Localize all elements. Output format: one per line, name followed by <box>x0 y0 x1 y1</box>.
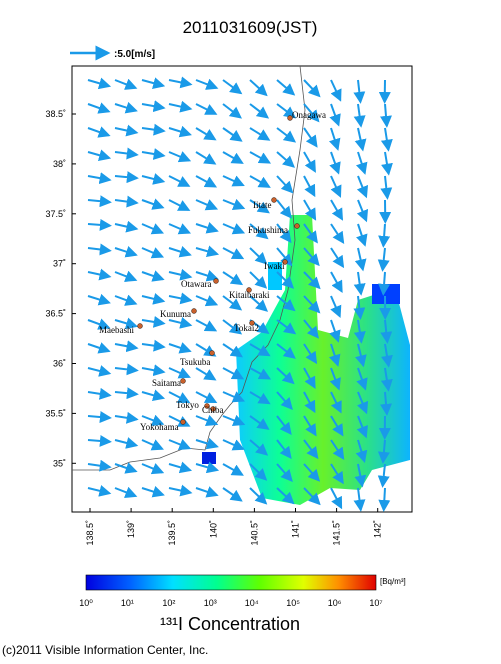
colorbar-label: 10⁰ <box>79 598 93 608</box>
lat-tick-label: 37˚ <box>53 259 66 269</box>
colorbar-label: 10³ <box>204 598 217 608</box>
wind-scale-label: :5.0[m/s] <box>114 49 155 60</box>
lon-tick-label: 140˚ <box>208 520 218 538</box>
place-label: Iwaki <box>264 261 285 271</box>
colorbar-label: 10⁵ <box>286 598 300 608</box>
colorbar-title: ¹³¹I Concentration <box>160 614 300 634</box>
lon-tick-label: 139˚ <box>126 520 136 538</box>
place-marker <box>272 198 277 203</box>
lon-tick-label: 141.5˚ <box>332 520 342 546</box>
lat-tick-label: 35˚ <box>53 458 66 468</box>
place-marker <box>210 351 215 356</box>
colorbar-label: 10⁷ <box>369 598 382 608</box>
lon-tick-label: 139.5˚ <box>167 520 177 546</box>
place-label: Otawara <box>181 279 211 289</box>
place-label: Iitate <box>253 200 272 210</box>
place-label: Saitama <box>152 378 181 388</box>
lat-tick-label: 36˚ <box>53 359 66 369</box>
colorbar-label: 10² <box>162 598 175 608</box>
lon-tick-label: 141˚ <box>291 520 301 538</box>
title: 2011031609(JST) <box>183 18 318 37</box>
place-label: Fukushima <box>248 225 288 235</box>
place-marker <box>138 324 143 329</box>
place-label: Tsukuba <box>180 357 210 367</box>
lon-tick-label: 140.5˚ <box>249 520 259 546</box>
place-label: Kitaibaraki <box>229 290 270 300</box>
wind-arrow <box>384 488 385 510</box>
place-marker <box>192 309 197 314</box>
colorbar-unit: [Bq/m³] <box>380 577 406 586</box>
colorbar <box>86 575 376 590</box>
colorbar-label: 10⁴ <box>245 598 259 608</box>
place-marker <box>295 224 300 229</box>
place-label: Tokyo <box>176 400 199 410</box>
colorbar-label: 10¹ <box>121 598 134 608</box>
place-label: Tokai2 <box>234 323 259 333</box>
lat-tick-label: 36.5˚ <box>45 309 66 319</box>
colorbar-label: 10⁶ <box>328 598 342 608</box>
footer: (c)2011 Visible Information Center, Inc. <box>2 643 208 657</box>
place-marker <box>214 279 219 284</box>
place-label: Yokohama <box>140 422 179 432</box>
lon-tick-label: 138.5˚ <box>85 520 95 546</box>
lat-tick-label: 35.5˚ <box>45 408 66 418</box>
place-label: Kunuma <box>160 309 191 319</box>
place-label: Maebashi <box>99 325 134 335</box>
place-label: Chiba <box>202 405 224 415</box>
lat-tick-label: 38.5˚ <box>45 109 66 119</box>
lon-tick-label: 142˚ <box>373 520 383 538</box>
place-label: Onagawa <box>292 110 326 120</box>
place-marker <box>181 420 186 425</box>
place-marker <box>181 379 186 384</box>
lat-tick-label: 38˚ <box>53 159 66 169</box>
lat-tick-label: 37.5˚ <box>45 209 66 219</box>
